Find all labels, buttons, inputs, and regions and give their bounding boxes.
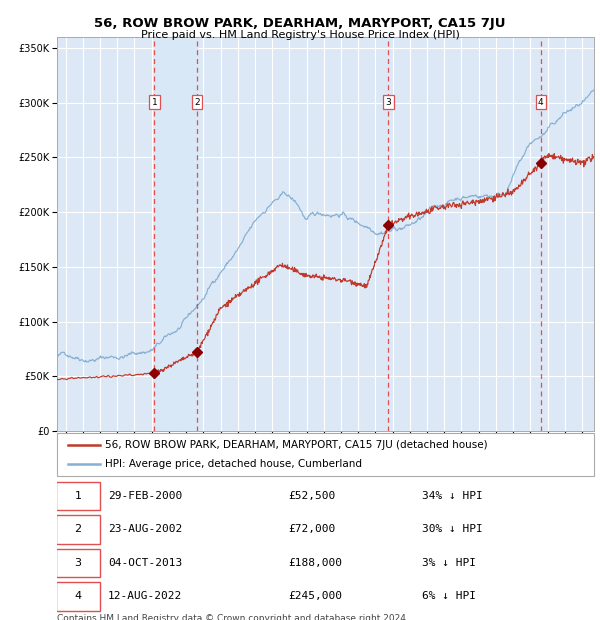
FancyBboxPatch shape	[56, 515, 100, 544]
Text: 2: 2	[194, 98, 200, 107]
Text: 34% ↓ HPI: 34% ↓ HPI	[422, 491, 483, 501]
FancyBboxPatch shape	[57, 433, 594, 476]
FancyBboxPatch shape	[56, 482, 100, 510]
Text: 2: 2	[74, 525, 82, 534]
Text: 3: 3	[386, 98, 391, 107]
Text: 29-FEB-2000: 29-FEB-2000	[108, 491, 182, 501]
Text: £245,000: £245,000	[288, 591, 342, 601]
Text: £188,000: £188,000	[288, 558, 342, 568]
Text: HPI: Average price, detached house, Cumberland: HPI: Average price, detached house, Cumb…	[106, 459, 362, 469]
Text: 3% ↓ HPI: 3% ↓ HPI	[422, 558, 476, 568]
Text: 04-OCT-2013: 04-OCT-2013	[108, 558, 182, 568]
Text: 1: 1	[74, 491, 82, 501]
Text: 4: 4	[74, 591, 82, 601]
Text: 23-AUG-2002: 23-AUG-2002	[108, 525, 182, 534]
Text: £52,500: £52,500	[288, 491, 335, 501]
Text: Price paid vs. HM Land Registry's House Price Index (HPI): Price paid vs. HM Land Registry's House …	[140, 30, 460, 40]
FancyBboxPatch shape	[56, 549, 100, 577]
Text: 12-AUG-2022: 12-AUG-2022	[108, 591, 182, 601]
Text: 30% ↓ HPI: 30% ↓ HPI	[422, 525, 483, 534]
Bar	[154, 37, 197, 431]
FancyBboxPatch shape	[56, 582, 100, 611]
Text: £72,000: £72,000	[288, 525, 335, 534]
Text: 56, ROW BROW PARK, DEARHAM, MARYPORT, CA15 7JU (detached house): 56, ROW BROW PARK, DEARHAM, MARYPORT, CA…	[106, 440, 488, 450]
Text: 4: 4	[538, 98, 544, 107]
Text: Contains HM Land Registry data © Crown copyright and database right 2024.
This d: Contains HM Land Registry data © Crown c…	[57, 614, 409, 620]
Text: 6% ↓ HPI: 6% ↓ HPI	[422, 591, 476, 601]
Text: 56, ROW BROW PARK, DEARHAM, MARYPORT, CA15 7JU: 56, ROW BROW PARK, DEARHAM, MARYPORT, CA…	[94, 17, 506, 30]
Text: 1: 1	[152, 98, 157, 107]
Text: 3: 3	[74, 558, 82, 568]
